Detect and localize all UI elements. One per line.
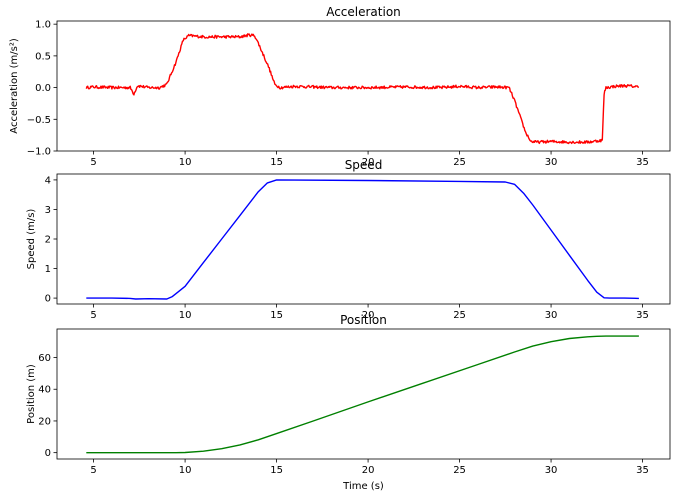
y-tick-label: −1.0 bbox=[27, 147, 51, 158]
x-tick-label: 30 bbox=[545, 157, 558, 168]
y-tick-label: 0.5 bbox=[35, 51, 51, 62]
x-tick-label: 5 bbox=[90, 465, 96, 476]
x-tick-label: 10 bbox=[179, 310, 192, 321]
y-tick-label: 20 bbox=[38, 416, 51, 427]
x-tick-label: 20 bbox=[362, 157, 375, 168]
x-tick-label: 25 bbox=[453, 157, 466, 168]
y-tick-label: 4 bbox=[45, 175, 51, 186]
y-tick-label: 2 bbox=[45, 235, 51, 246]
plot-frame-3 bbox=[56, 328, 671, 460]
y-tick-label: 60 bbox=[38, 353, 51, 364]
chart-title: Position bbox=[340, 313, 387, 327]
x-tick-label: 25 bbox=[453, 310, 466, 321]
x-tick-label: 35 bbox=[636, 465, 649, 476]
x-tick-label: 15 bbox=[270, 310, 283, 321]
x-tick-label: 10 bbox=[179, 157, 192, 168]
x-tick-label: 20 bbox=[362, 310, 375, 321]
y-axis-label: Position (m) bbox=[26, 364, 37, 424]
series-line-3-1 bbox=[86, 335, 639, 454]
x-tick-label: 30 bbox=[545, 465, 558, 476]
y-tick-label: 1 bbox=[45, 264, 51, 275]
y-tick-label: 0 bbox=[45, 448, 51, 459]
y-axis-label: Acceleration (m/s²) bbox=[9, 38, 20, 134]
plot-frame-2 bbox=[56, 173, 671, 305]
x-tick-label: 15 bbox=[270, 157, 283, 168]
series-line-2-1 bbox=[86, 179, 639, 300]
y-tick-label: 1.0 bbox=[35, 20, 51, 31]
y-axis-label: Speed (m/s) bbox=[26, 209, 37, 270]
plot-frame-1 bbox=[56, 20, 671, 152]
chart-title: Acceleration bbox=[326, 5, 401, 19]
y-tick-label: 3 bbox=[45, 205, 51, 216]
x-tick-label: 25 bbox=[453, 465, 466, 476]
x-tick-label: 20 bbox=[362, 465, 375, 476]
x-axis-label: Time (s) bbox=[342, 481, 384, 492]
x-tick-label: 35 bbox=[636, 157, 649, 168]
x-tick-label: 35 bbox=[636, 310, 649, 321]
x-tick-label: 30 bbox=[545, 310, 558, 321]
y-tick-label: −0.5 bbox=[27, 115, 51, 126]
y-tick-label: 0.0 bbox=[35, 83, 51, 94]
x-tick-label: 10 bbox=[179, 465, 192, 476]
series-line-1-1 bbox=[85, 33, 640, 145]
y-tick-label: 40 bbox=[38, 385, 51, 396]
x-tick-label: 15 bbox=[270, 465, 283, 476]
x-tick-label: 5 bbox=[90, 310, 96, 321]
x-tick-label: 5 bbox=[90, 157, 96, 168]
y-tick-label: 0 bbox=[45, 294, 51, 305]
chart-title: Speed bbox=[345, 158, 383, 172]
